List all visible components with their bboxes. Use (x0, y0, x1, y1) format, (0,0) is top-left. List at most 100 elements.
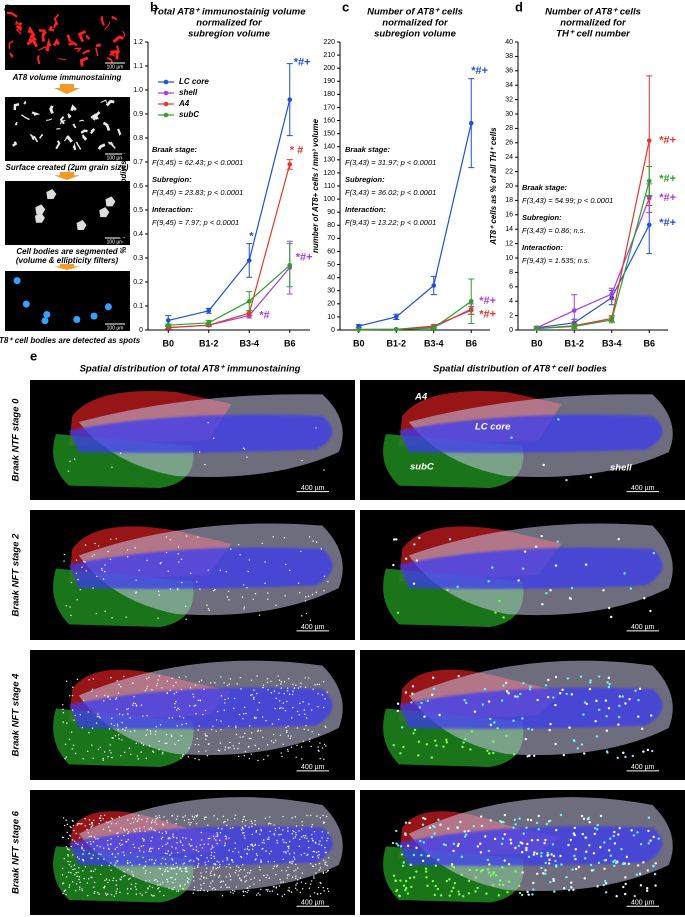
stain-speck (279, 878, 281, 881)
stain-speck (75, 890, 77, 892)
cell-spot (501, 866, 504, 869)
cell-spot (604, 882, 608, 885)
cell-spot (607, 685, 611, 689)
series-line (168, 99, 291, 321)
significance-annotation: *#+ (659, 135, 676, 147)
stain-speck (66, 847, 69, 849)
render-3d: 400 µm (30, 790, 355, 915)
cell-spot (627, 862, 631, 865)
stain-speck (167, 570, 170, 572)
cell-spot (576, 747, 580, 750)
stain-speck (246, 887, 249, 889)
stain-speck (143, 851, 145, 853)
cell-spot (463, 835, 467, 838)
stain-speck (90, 876, 92, 879)
stain-speck (108, 826, 110, 828)
micrograph-bg (5, 271, 130, 331)
stain-speck (222, 880, 224, 882)
stain-speck (155, 817, 157, 820)
stain (9, 52, 14, 58)
stain-speck (232, 826, 234, 829)
stain-speck (275, 865, 278, 868)
stain-speck (115, 892, 117, 894)
stain-speck (92, 824, 94, 827)
stain-speck (168, 887, 170, 889)
stain-speck (153, 862, 155, 865)
stain-speck (190, 822, 192, 824)
stain-speck (175, 700, 177, 703)
stain-speck (135, 828, 137, 830)
y-tick-label: 20 (505, 183, 513, 190)
stain-speck (87, 832, 90, 834)
cell-spot (467, 879, 471, 883)
stain-speck (117, 734, 120, 736)
stain-speck (301, 758, 303, 760)
cell-spot (569, 597, 572, 600)
stain-speck (217, 827, 220, 830)
cell-spot (652, 865, 655, 868)
y-tick-label: 0.3 (133, 255, 143, 262)
cell-spot (507, 863, 511, 866)
stain-speck (242, 718, 244, 720)
cell-spot (392, 744, 395, 747)
stain-speck (224, 844, 226, 846)
statistics: Subregion: (345, 175, 385, 184)
stain-speck (111, 756, 113, 759)
stain-speck (212, 880, 214, 882)
stain-speck (145, 677, 148, 680)
stain (53, 13, 60, 26)
stain-speck (128, 878, 130, 881)
cell-spot (582, 713, 585, 716)
stain-speck (88, 732, 90, 734)
cell-spot (452, 886, 455, 890)
statistics: Braak stage: (345, 145, 391, 154)
cell-spot (502, 820, 505, 824)
stain-speck (179, 840, 182, 842)
stain-speck (280, 833, 282, 836)
spot (90, 312, 98, 320)
cell-spot (450, 864, 454, 867)
cell-spot (624, 882, 627, 886)
stain-speck (89, 840, 92, 843)
stain-speck (239, 736, 241, 738)
cell-spot (417, 754, 420, 757)
stain-speck (90, 857, 92, 860)
stain-speck (327, 869, 329, 872)
stain-speck (145, 820, 148, 823)
stain-speck (321, 831, 323, 833)
stain (79, 56, 89, 67)
stain-speck (145, 734, 147, 736)
column-title: Spatial distribution of AT8⁺ cell bodies (433, 364, 607, 375)
cell-spot (594, 719, 597, 723)
stain-speck (142, 715, 144, 717)
stain-speck (235, 727, 237, 729)
cell-spot (622, 885, 625, 889)
stain-speck (185, 867, 188, 869)
cell-spot (397, 894, 401, 897)
cell-spot (631, 754, 634, 758)
stain-speck (247, 570, 249, 573)
stain-speck (278, 707, 281, 710)
stain-speck (210, 682, 212, 684)
data-point (468, 298, 474, 304)
cell-spot (549, 881, 552, 884)
surface (21, 114, 30, 121)
cell-spot (446, 588, 449, 592)
stain-speck (319, 758, 321, 760)
caption: AT8⁺ cell bodies are detected as spots (0, 336, 141, 345)
stain-speck (315, 872, 317, 874)
cell-spot (517, 579, 520, 582)
stain-speck (249, 872, 251, 874)
cell-spot (411, 685, 415, 688)
stain-speck (110, 817, 113, 819)
statistics: F(3,43) = 31.97; p < 0.0001 (345, 158, 436, 167)
stain-speck (188, 843, 190, 845)
stain-speck (259, 879, 261, 881)
stain-speck (159, 883, 162, 885)
y-tick-label: 180 (323, 91, 335, 98)
stain-speck (285, 726, 287, 729)
stain-speck (106, 839, 109, 842)
stain-speck (218, 874, 221, 877)
statistics: F(3,45) = 62.43; p < 0.0001 (152, 158, 243, 167)
